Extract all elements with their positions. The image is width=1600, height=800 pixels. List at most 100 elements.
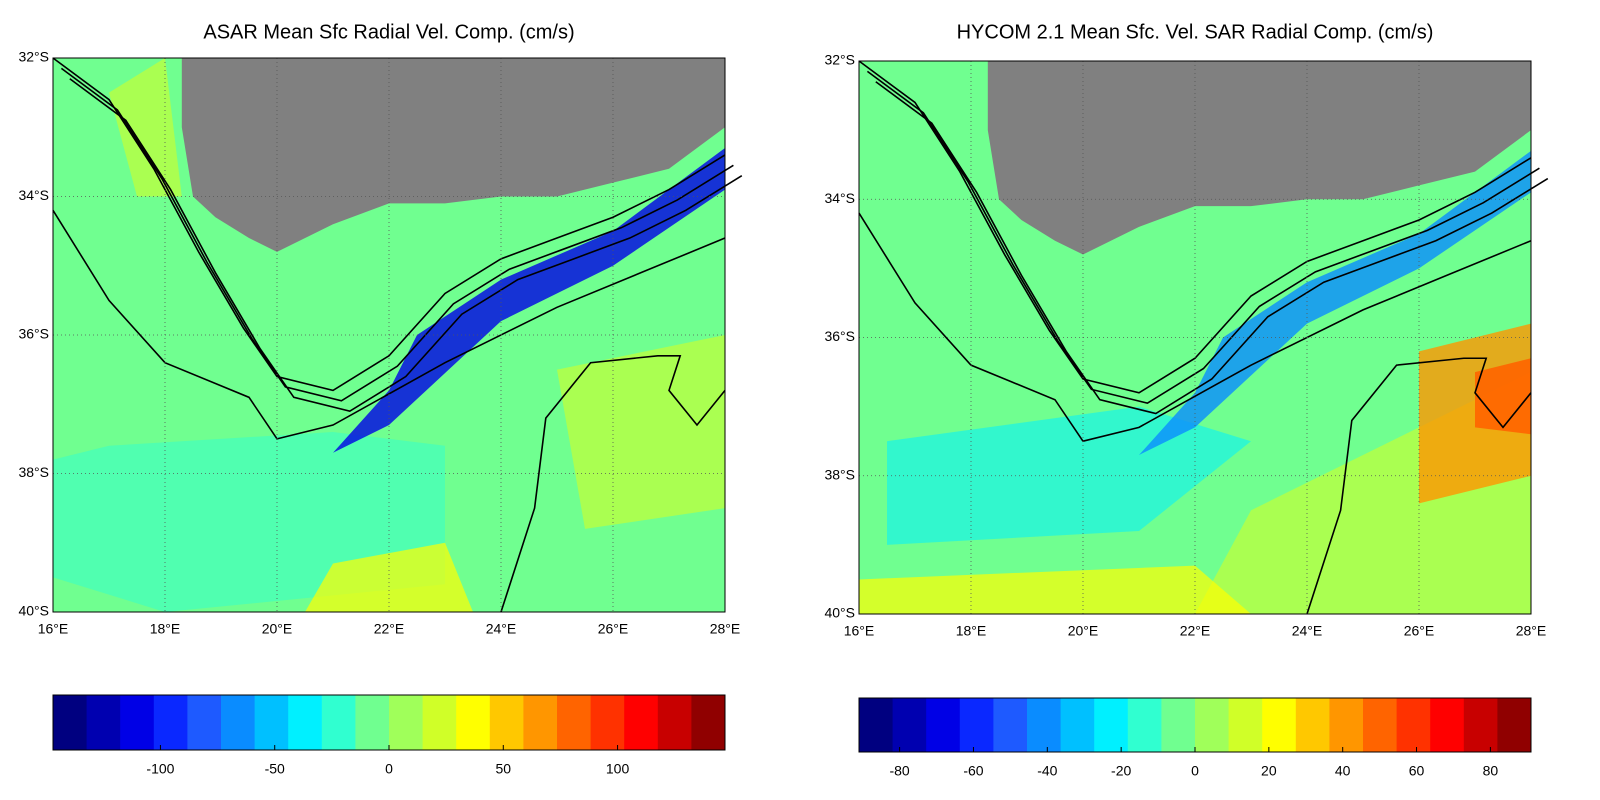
x-tick-label: 24°E	[486, 621, 517, 637]
field-patch	[859, 565, 1251, 614]
map-frame	[858, 60, 1532, 615]
colorbar-segment	[657, 695, 692, 750]
colorbar-segment	[489, 695, 524, 750]
field-patch	[1475, 358, 1531, 435]
colorbar-segment	[624, 695, 659, 750]
depth-contour	[60, 67, 734, 402]
depth-contour	[875, 81, 1549, 415]
colorbar-tick-label: -60	[963, 763, 983, 779]
colorbar-segment	[1127, 698, 1162, 752]
x-tick-label: 26°E	[1404, 623, 1435, 639]
x-tick-label: 20°E	[1068, 623, 1099, 639]
colorbar-segment	[221, 695, 256, 750]
y-tick-label: 40°S	[824, 605, 855, 621]
colorbar-tick-label: -80	[889, 763, 909, 779]
y-tick-label: 32°S	[18, 49, 49, 65]
colorbar-segment	[1161, 698, 1196, 752]
y-tick-label: 34°S	[824, 190, 855, 206]
depth-contour	[500, 354, 726, 613]
colorbar-segment	[86, 695, 121, 750]
field-patch	[305, 542, 473, 612]
colorbar-segment	[53, 695, 88, 750]
x-tick-label: 18°E	[150, 621, 181, 637]
colorbar-segment	[557, 695, 592, 750]
x-tick-label: 18°E	[956, 623, 987, 639]
depth-contour	[858, 212, 1532, 443]
x-tick-label: 28°E	[1516, 623, 1547, 639]
x-tick-label: 20°E	[262, 621, 293, 637]
colorbar-segment	[1027, 698, 1062, 752]
colorbar-segment	[892, 698, 927, 752]
x-tick-label: 24°E	[1292, 623, 1323, 639]
colorbar-segment	[187, 695, 222, 750]
x-tick-label: 16°E	[844, 623, 875, 639]
colorbar-segment	[355, 695, 390, 750]
depth-contour	[858, 60, 1532, 394]
colorbar-segment	[1430, 698, 1465, 752]
y-tick-label: 38°S	[824, 466, 855, 482]
colorbar-segment	[590, 695, 625, 750]
colorbar-tick-label: -20	[1111, 763, 1131, 779]
x-tick-label: 26°E	[598, 621, 629, 637]
colorbar-segment	[1262, 698, 1297, 752]
colorbar-tick-label: 50	[495, 761, 511, 777]
y-tick-label: 40°S	[18, 603, 49, 619]
colorbar-segment	[1228, 698, 1263, 752]
y-tick-label: 36°S	[824, 328, 855, 344]
y-tick-label: 38°S	[18, 464, 49, 480]
colorbar-tick-label: 40	[1335, 763, 1351, 779]
x-tick-label: 22°E	[374, 621, 405, 637]
y-tick-label: 36°S	[18, 326, 49, 342]
colorbar-segment	[153, 695, 188, 750]
y-tick-label: 34°S	[18, 187, 49, 203]
colorbar-tick-label: -40	[1037, 763, 1057, 779]
x-tick-label: 16°E	[38, 621, 69, 637]
colorbar-segment	[389, 695, 424, 750]
colorbar-tick-label: 0	[1191, 763, 1199, 779]
map-frame	[52, 57, 726, 613]
colorbar-segment	[993, 698, 1028, 752]
colorbar-tick-label: 80	[1483, 763, 1499, 779]
depth-contour	[69, 78, 743, 413]
colorbar-segment	[1396, 698, 1431, 752]
colorbar-segment	[456, 695, 491, 750]
colorbar-segment	[859, 698, 894, 752]
colorbar-tick-label: 60	[1409, 763, 1425, 779]
colorbar-tick-label: 100	[606, 761, 630, 777]
colorbar-segment	[321, 695, 356, 750]
colorbar-tick-label: 20	[1261, 763, 1277, 779]
colorbar-segment	[288, 695, 323, 750]
field-patch	[109, 58, 182, 197]
depth-contour	[866, 70, 1540, 405]
colorbar-segment	[926, 698, 961, 752]
panel-title: ASAR Mean Sfc Radial Vel. Comp. (cm/s)	[203, 21, 574, 43]
colorbar-segment	[1463, 698, 1498, 752]
colorbar-segment	[959, 698, 994, 752]
colorbar-segment	[254, 695, 289, 750]
colorbar-segment	[1094, 698, 1129, 752]
colorbar-segment	[422, 695, 457, 750]
colorbar-segment	[1295, 698, 1330, 752]
colorbar-tick-label: 0	[385, 761, 393, 777]
colorbar-segment	[120, 695, 155, 750]
colorbar-segment	[523, 695, 558, 750]
depth-contour	[52, 209, 726, 440]
y-tick-label: 32°S	[824, 52, 855, 68]
depth-contour	[52, 57, 726, 392]
colorbar-segment	[1363, 698, 1398, 752]
depth-contour	[1306, 357, 1532, 615]
x-tick-label: 22°E	[1180, 623, 1211, 639]
colorbar-tick-label: -50	[265, 761, 285, 777]
field-patch	[557, 335, 725, 529]
x-tick-label: 28°E	[710, 621, 741, 637]
panel-title: HYCOM 2.1 Mean Sfc. Vel. SAR Radial Comp…	[957, 21, 1434, 43]
colorbar-segment	[691, 695, 726, 750]
colorbar-segment	[1195, 698, 1230, 752]
colorbar-segment	[1060, 698, 1095, 752]
colorbar-segment	[1497, 698, 1532, 752]
colorbar-segment	[1329, 698, 1364, 752]
land	[987, 61, 1531, 255]
colorbar-tick-label: -100	[146, 761, 174, 777]
land	[181, 58, 726, 252]
